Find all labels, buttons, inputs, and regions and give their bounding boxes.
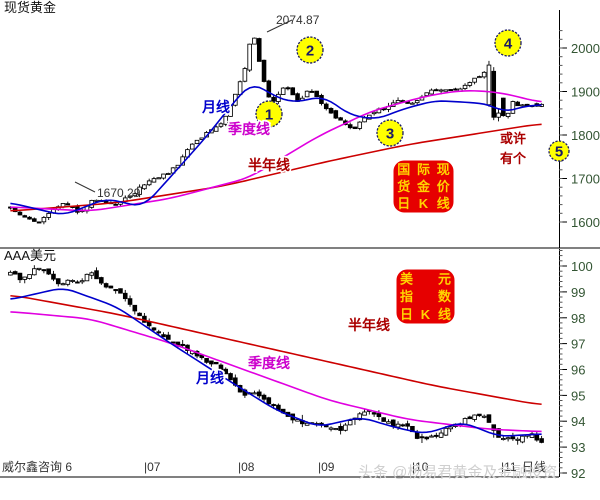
svg-text:线: 线	[438, 307, 451, 322]
svg-text:头条 @杨易君黄金及金融投资: 头条 @杨易君黄金及金融投资	[358, 464, 557, 481]
svg-text:半年线: 半年线	[348, 317, 390, 333]
svg-text:半年线: 半年线	[248, 157, 290, 173]
svg-text:2000: 2000	[571, 41, 600, 56]
svg-text:线: 线	[437, 196, 450, 211]
svg-text:4: 4	[504, 35, 513, 52]
svg-text:日: 日	[397, 196, 410, 211]
svg-text:元: 元	[438, 272, 451, 287]
svg-text:98: 98	[571, 311, 585, 326]
svg-text:价: 价	[437, 179, 451, 194]
svg-text:威尔鑫咨询 6: 威尔鑫咨询 6	[2, 459, 72, 474]
svg-text:99: 99	[571, 285, 585, 300]
svg-text:94: 94	[571, 414, 585, 429]
svg-text:1670.29: 1670.29	[97, 186, 141, 200]
svg-text:1800: 1800	[571, 128, 600, 143]
svg-text:货: 货	[397, 179, 410, 194]
svg-text:美: 美	[400, 272, 414, 287]
svg-text:2: 2	[306, 42, 314, 59]
svg-text:97: 97	[571, 337, 585, 352]
svg-text:|08: |08	[238, 460, 255, 474]
svg-text:|09: |09	[318, 460, 335, 474]
svg-text:K: K	[419, 196, 429, 211]
svg-text:K: K	[421, 307, 431, 322]
svg-text:95: 95	[571, 388, 585, 403]
svg-text:3: 3	[386, 125, 394, 142]
svg-text:或许: 或许	[500, 131, 526, 146]
svg-text:国: 国	[397, 162, 410, 177]
svg-text:有个: 有个	[500, 151, 527, 166]
svg-text:5: 5	[555, 143, 563, 160]
svg-text:1600: 1600	[571, 215, 600, 230]
svg-text:际: 际	[417, 162, 430, 177]
svg-text:96: 96	[571, 363, 585, 378]
svg-text:现: 现	[437, 162, 450, 177]
svg-text:100: 100	[571, 259, 593, 274]
svg-text:日: 日	[400, 307, 413, 322]
svg-text:现货黄金: 现货黄金	[4, 0, 56, 15]
svg-text:|07: |07	[144, 460, 161, 474]
svg-text:金: 金	[416, 179, 431, 194]
svg-text:1700: 1700	[571, 172, 600, 187]
svg-text:AAA美元: AAA美元	[4, 248, 56, 263]
svg-text:月线: 月线	[201, 99, 230, 115]
svg-text:92: 92	[571, 466, 585, 481]
svg-text:数: 数	[438, 289, 452, 304]
svg-text:季度线: 季度线	[247, 355, 290, 371]
svg-text:月线: 月线	[195, 370, 224, 386]
svg-text:1900: 1900	[571, 85, 600, 100]
svg-text:季度线: 季度线	[227, 121, 270, 137]
svg-text:指: 指	[400, 289, 413, 304]
svg-text:93: 93	[571, 440, 585, 455]
